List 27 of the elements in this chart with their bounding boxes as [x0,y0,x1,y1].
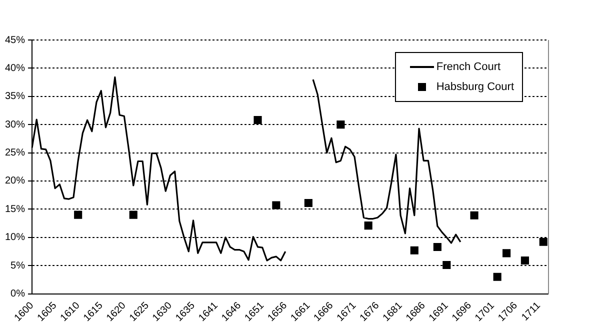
y-tick-label: 0% [10,288,26,300]
point [129,210,138,219]
legend-label: French Court [436,61,501,73]
point [493,272,502,281]
point [433,242,442,252]
point [74,210,82,219]
legend-label: Habsburg Court [436,81,514,93]
point [410,246,418,254]
y-tick-label: 40% [5,62,26,74]
point [520,256,529,265]
y-tick-label: 15% [5,204,26,215]
point [254,116,262,124]
y-tick-label: 35% [5,91,26,102]
point [272,201,280,210]
point [336,120,345,129]
y-tick-label: 10% [5,232,26,244]
point [442,260,451,270]
y-tick-label: 5% [10,260,26,272]
y-tick-label: 25% [5,148,26,159]
point [364,222,372,230]
y-tick-label: 30% [5,119,26,130]
y-tick-label: 20% [5,176,26,187]
point [539,238,548,246]
y-tick-label: 45% [5,34,26,46]
point [502,249,511,258]
point [304,198,312,208]
point [470,211,478,220]
